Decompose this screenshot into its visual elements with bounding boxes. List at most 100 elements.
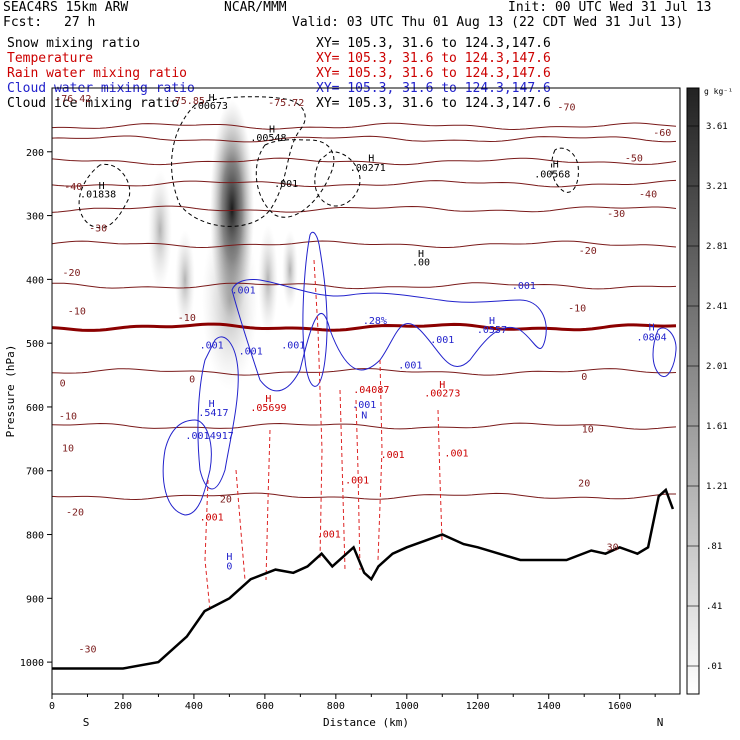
- field-annotation: .001: [200, 340, 224, 351]
- field-name-temperature: Temperature: [7, 51, 94, 66]
- field-annotation: .00273: [424, 389, 460, 400]
- x-tick-label: 1400: [537, 701, 561, 712]
- ice-contour-west: [78, 163, 131, 228]
- rain-shaft-8: [437, 409, 443, 541]
- colorbar-label: .81: [706, 542, 722, 552]
- field-annotation: .001: [512, 281, 536, 292]
- y-tick-label: 800: [26, 531, 44, 542]
- field-annotation: .04087: [353, 385, 389, 396]
- rain-shaft-6: [355, 399, 361, 571]
- isotherm-label: -30: [607, 209, 625, 220]
- field-annotation: .001: [430, 335, 454, 346]
- isotherm-label: -75.72: [268, 98, 304, 109]
- field-annotation: H: [99, 181, 105, 192]
- colorbar-label: 1.21: [706, 482, 728, 492]
- isotherm-line: [52, 282, 677, 290]
- colorbar-gradient: [686, 87, 700, 695]
- snow-band-3: [258, 225, 278, 335]
- cloud-water-contours: [162, 231, 677, 516]
- isotherm-label: -10: [178, 313, 196, 324]
- colorbar-label: .01: [706, 662, 722, 672]
- isotherm-label: -10: [59, 412, 77, 423]
- ice-contour-north: [551, 147, 579, 193]
- field-annotation: .001: [345, 475, 369, 486]
- field-annotation: H: [439, 380, 445, 391]
- isotherm-label: -20: [66, 507, 84, 518]
- rain-shaft-1: [204, 479, 211, 611]
- colorbar: .01 .41 .81 1.21 1.61 2.01 2.41 2.81 3.21 3.61 g k…: [686, 87, 733, 695]
- isotherm-label: -70: [557, 102, 575, 113]
- colorbar-label: 3.21: [706, 182, 728, 192]
- field-annotation: .001: [444, 449, 468, 460]
- rain-shaft-5: [339, 389, 346, 571]
- field-annotation: 0: [226, 562, 232, 573]
- x-tick-label: 400: [185, 701, 203, 712]
- x-tick-label: 1200: [466, 701, 490, 712]
- field-annotation: .01838: [80, 190, 116, 201]
- isotherm-label: 0: [60, 379, 66, 390]
- field-annotation: H: [269, 125, 275, 136]
- field-annotation: .001: [281, 340, 305, 351]
- isotherm-line: [52, 179, 677, 188]
- axes: 0 200 400 600 800 1000 1200 1400 160020030040050…: [4, 148, 663, 729]
- field-annotation: .00: [412, 257, 430, 268]
- field-annotation: .001: [317, 530, 341, 541]
- cloud-water-north: [652, 327, 677, 378]
- isotherm-label: -10: [68, 306, 86, 317]
- colorbar-label: 2.41: [706, 302, 728, 312]
- isotherm-label: 20: [220, 495, 232, 506]
- contour-labels: -40 -30 -20 -10 -10 0 0 -10 10 -20 20 -30 -70 -60 -50 -…: [55, 93, 671, 656]
- snow-band-4: [282, 230, 298, 310]
- field-annotation: .00568: [534, 169, 570, 180]
- ice-contour-mid: [255, 139, 335, 218]
- y-tick-label: 1000: [20, 658, 44, 669]
- rain-shaft-2: [235, 469, 246, 581]
- y-tick-label: 200: [26, 148, 44, 159]
- isotherm-label: -40: [639, 190, 657, 201]
- field-annotation: .001: [381, 450, 405, 461]
- cloud-water-tower: [302, 231, 328, 387]
- y-tick-label: 600: [26, 403, 44, 414]
- snow-plume: [202, 210, 258, 390]
- y-tick-label: 400: [26, 275, 44, 286]
- field-annotation: .0557: [477, 325, 507, 336]
- field-annotation: .001: [352, 400, 376, 411]
- colorbar-label: 2.01: [706, 362, 728, 372]
- field-xy-rain: XY= 105.3, 31.6 to 124.3,147.6: [316, 66, 551, 81]
- isotherm-label: 30: [607, 542, 619, 553]
- forecast-label: Fcst:: [3, 15, 43, 30]
- temperature-isotherms: [52, 122, 677, 501]
- forecast-hour: 27 h: [64, 15, 96, 30]
- rain-shaft-4: [313, 259, 323, 561]
- colorbar-label: .41: [706, 602, 722, 612]
- x-tick-label: 800: [327, 701, 345, 712]
- cloud-water-belt: [231, 279, 547, 392]
- isotherm-label: -60: [653, 128, 671, 139]
- north-end-label: N: [657, 716, 664, 729]
- colorbar-label: 2.81: [706, 242, 728, 252]
- isotherm-label: -76.42: [55, 94, 91, 105]
- field-annotation: .0804: [637, 333, 667, 344]
- x-tick-label: 600: [256, 701, 274, 712]
- field-annotation: .00673: [192, 101, 228, 112]
- field-name-snow: Snow mixing ratio: [7, 36, 141, 51]
- isotherm-label: 20: [578, 479, 590, 490]
- field-annotation: .001: [185, 431, 209, 442]
- field-annotation: .05699: [250, 403, 286, 414]
- field-annotation: H: [649, 322, 655, 333]
- x-tick-label: 1600: [608, 701, 632, 712]
- field-annotation: .001: [232, 285, 256, 296]
- isotherm-label: -75.85: [169, 96, 205, 107]
- isotherm-label: 0: [189, 375, 195, 386]
- valid-time: Valid: 03 UTC Thu 01 Aug 13 (22 CDT Wed …: [292, 15, 684, 30]
- org-label: NCAR/MMM: [224, 0, 287, 15]
- y-tick-label: 500: [26, 339, 44, 350]
- isotherm-label: 0: [581, 372, 587, 383]
- field-annotation: H: [226, 552, 232, 563]
- y-axis-title: Pressure (hPa): [4, 345, 17, 438]
- x-tick-label: 1000: [395, 701, 419, 712]
- isotherm-label: -30: [89, 224, 107, 235]
- field-annotation: H: [209, 399, 215, 410]
- isotherm-label: -20: [579, 246, 597, 257]
